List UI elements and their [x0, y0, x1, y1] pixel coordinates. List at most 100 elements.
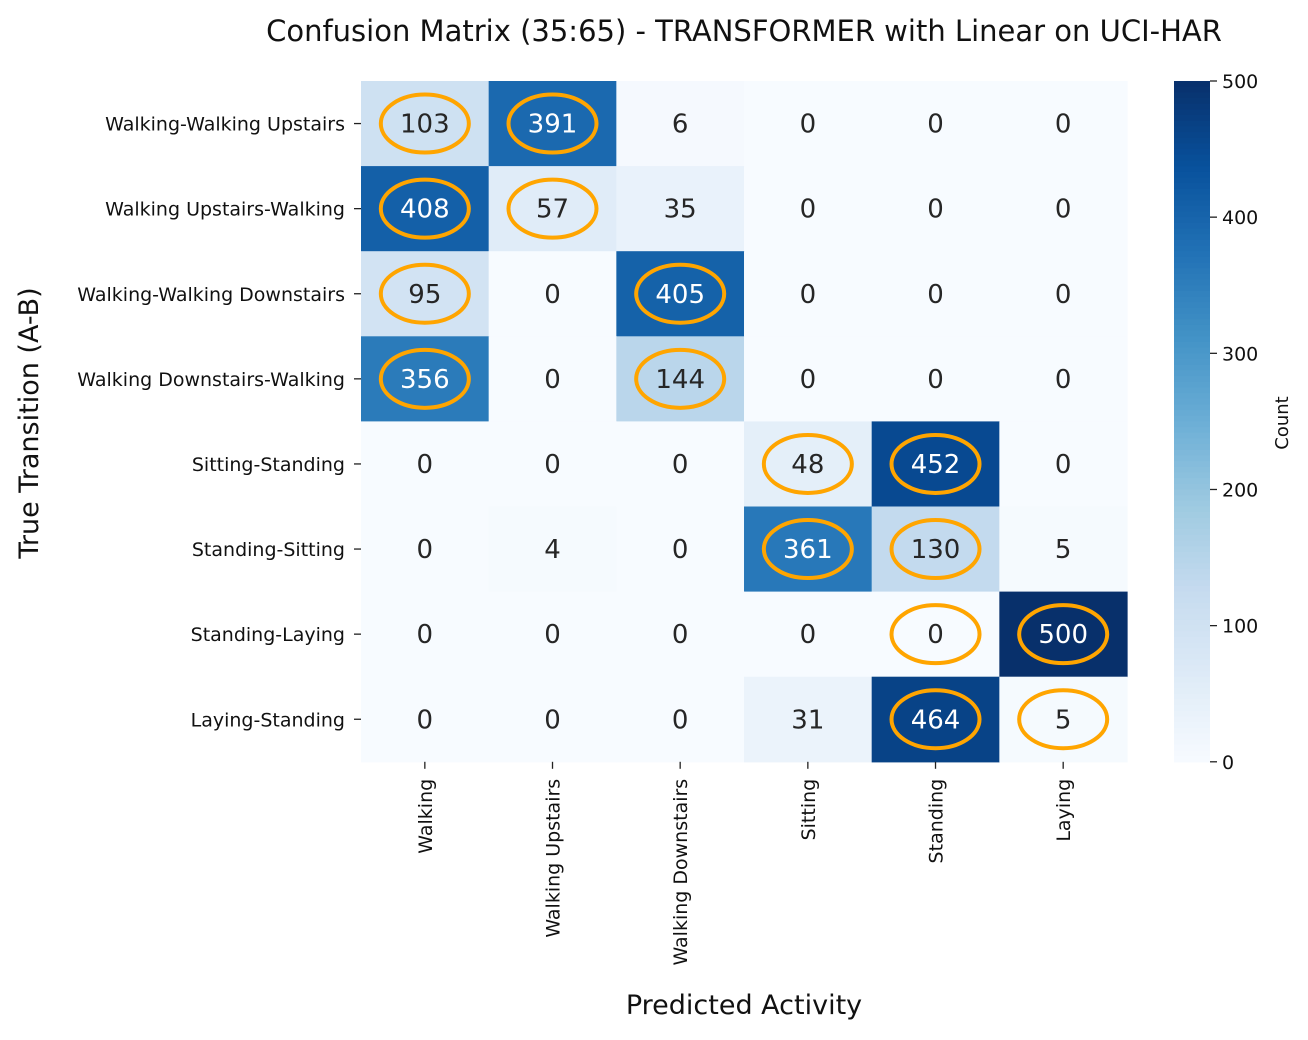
colorbar-segment	[1174, 568, 1210, 576]
colorbar-segment	[1174, 619, 1210, 627]
cell-value-label: 0	[800, 110, 817, 140]
colorbar-segment	[1174, 393, 1210, 400]
colorbar-segment	[1174, 591, 1210, 598]
cell-value-label: 31	[791, 705, 824, 735]
colorbar-segment	[1174, 262, 1210, 269]
colorbar-segment	[1174, 495, 1210, 502]
y-tick-label: Walking Upstairs-Walking	[105, 199, 345, 221]
highlight-ellipse	[889, 432, 982, 495]
colorbar-segment	[1174, 631, 1210, 638]
cell-value-label: 464	[911, 705, 961, 735]
colorbar-segment	[1174, 461, 1210, 468]
colorbar-segment	[1174, 120, 1210, 127]
heatmap-cell	[488, 421, 617, 508]
colorbar-segment	[1174, 648, 1210, 655]
heatmap-cell	[616, 591, 745, 678]
heatmap-cell	[999, 166, 1128, 252]
heatmap-cell	[488, 506, 617, 593]
heatmap-cell	[488, 251, 617, 337]
highlight-ellipse	[889, 688, 982, 751]
colorbar-segment	[1174, 103, 1210, 110]
highlight-ellipses	[378, 92, 1110, 751]
colorbar-segment	[1174, 217, 1210, 224]
colorbar-segment	[1174, 449, 1210, 457]
chart-title: Confusion Matrix (35:65) - TRANSFORMER w…	[266, 14, 1222, 48]
cell-value-label: 48	[791, 450, 824, 480]
heatmap-cell	[361, 506, 490, 593]
cell-value-label: 57	[536, 195, 569, 225]
heatmap-cell	[871, 166, 1000, 252]
colorbar-segment	[1174, 154, 1210, 162]
highlight-ellipse	[506, 177, 599, 240]
heatmap-cell	[488, 676, 617, 763]
colorbar-segment	[1174, 438, 1210, 445]
colorbar-segment	[1174, 500, 1210, 508]
colorbar-segment	[1174, 602, 1210, 610]
colorbar-segment	[1174, 205, 1210, 213]
colorbar-segment	[1174, 597, 1210, 604]
cell-value-label: 0	[800, 195, 817, 225]
cell-value-label: 0	[927, 365, 944, 395]
colorbar-segment	[1174, 540, 1210, 547]
cell-value-label: 130	[911, 535, 961, 565]
colorbar-segment	[1174, 699, 1210, 706]
cell-value-label: 0	[672, 620, 689, 650]
colorbar-segment	[1174, 234, 1210, 241]
x-tick-label: Sitting	[798, 779, 820, 841]
cell-value-label: 0	[927, 110, 944, 140]
x-tick-label: Walking	[415, 779, 437, 854]
heatmap-cell	[999, 251, 1128, 337]
cell-value-label: 0	[417, 535, 434, 565]
x-tick-label: Laying	[1053, 779, 1075, 842]
colorbar-segment	[1174, 739, 1210, 746]
colorbar-segment	[1174, 200, 1210, 207]
colorbar-segment	[1174, 682, 1210, 689]
colorbar-segment	[1174, 239, 1210, 247]
cell-value-label: 0	[544, 280, 561, 310]
colorbar-segment	[1174, 517, 1210, 525]
heatmap-cell	[361, 421, 490, 508]
heatmap-cell	[999, 506, 1128, 593]
colorbar-label: Count	[1272, 396, 1293, 449]
colorbar-segment	[1174, 432, 1210, 440]
colorbar-segment	[1174, 676, 1210, 683]
heatmap-cell	[871, 336, 1000, 422]
colorbar-segment	[1174, 421, 1210, 428]
colorbar-segment	[1174, 466, 1210, 474]
cell-value-label: 35	[664, 195, 697, 225]
colorbar-segment	[1174, 551, 1210, 559]
colorbar-segment	[1174, 659, 1210, 666]
colorbar-segment	[1174, 381, 1210, 388]
cell-value-label: 0	[417, 450, 434, 480]
colorbar-segment	[1174, 132, 1210, 139]
highlight-ellipse	[889, 518, 982, 581]
colorbar-segment	[1174, 727, 1210, 735]
colorbar-segment	[1174, 296, 1210, 303]
colorbar-segment	[1174, 194, 1210, 201]
colorbar-segment	[1174, 211, 1210, 218]
colorbar-segment	[1174, 160, 1210, 167]
colorbar-segment	[1174, 341, 1210, 349]
highlight-ellipse	[1017, 688, 1110, 751]
colorbar-segment	[1174, 109, 1210, 116]
heatmap-cell	[616, 506, 745, 593]
y-tick-label: Walking-Walking Upstairs	[105, 114, 345, 136]
colorbar-segment	[1174, 347, 1210, 354]
highlight-ellipse	[761, 432, 854, 495]
colorbar-segment	[1174, 336, 1210, 343]
colorbar-segment	[1174, 324, 1210, 332]
colorbar-segment	[1174, 688, 1210, 695]
heatmap-cell	[744, 591, 873, 678]
colorbar-segment	[1174, 722, 1210, 729]
colorbar-tick-label: 0	[1222, 752, 1234, 774]
colorbar-segment	[1174, 710, 1210, 718]
highlight-ellipse	[634, 262, 727, 325]
cell-value-label: 0	[927, 195, 944, 225]
colorbar-segment	[1174, 410, 1210, 417]
colorbar-segment	[1174, 512, 1210, 519]
colorbar-segment	[1174, 472, 1210, 479]
colorbar-segment	[1174, 228, 1210, 235]
heatmap-cell	[616, 421, 745, 508]
